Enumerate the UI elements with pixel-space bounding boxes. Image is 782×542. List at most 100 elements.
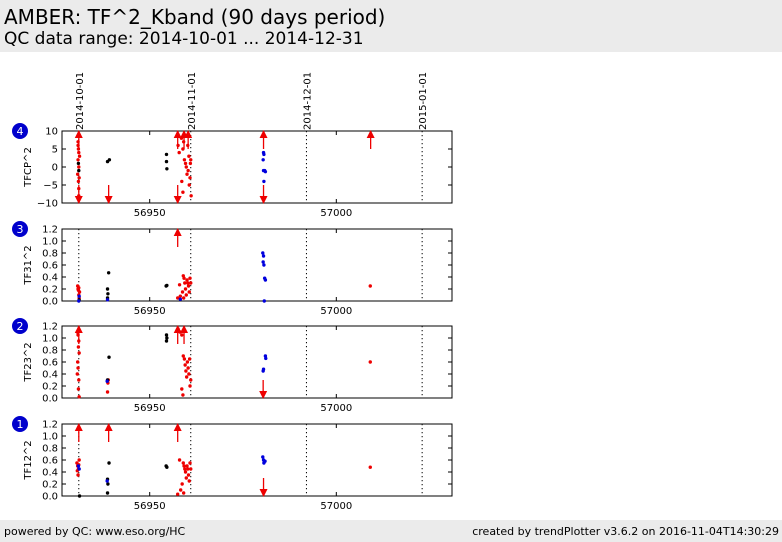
data-point <box>188 161 193 166</box>
data-point <box>261 158 265 162</box>
outlier-arrow-up <box>173 130 182 138</box>
data-point <box>105 491 110 495</box>
data-point <box>76 473 80 477</box>
outlier-arrow-up <box>74 130 83 138</box>
y-tick-label: 0.4 <box>42 273 58 284</box>
data-point <box>181 190 185 194</box>
data-point <box>189 378 193 382</box>
data-point <box>264 356 268 361</box>
outlier-arrow-up <box>74 423 83 431</box>
data-point <box>181 461 185 465</box>
panel-badge-circle <box>12 318 28 334</box>
y-axis-label: TF31^2 <box>23 245 34 285</box>
data-point <box>182 276 186 280</box>
panel-frame <box>61 228 453 302</box>
outlier-arrow-down <box>104 196 113 204</box>
data-point <box>183 363 187 367</box>
data-point <box>180 179 184 184</box>
data-point <box>178 488 183 492</box>
x-tick-label: 57000 <box>320 501 352 512</box>
data-point <box>105 390 110 394</box>
footer-bar: powered by QC: www.eso.org/HC created by… <box>0 520 782 542</box>
data-point <box>183 287 188 291</box>
data-point <box>186 467 190 471</box>
date-marker-label: 2014-10-01 <box>75 72 86 130</box>
data-point <box>77 176 81 180</box>
panel-frame <box>61 423 453 497</box>
panel-badge-number: 2 <box>17 320 24 333</box>
data-point <box>77 154 82 158</box>
y-tick-label: −10 <box>37 199 58 210</box>
data-point <box>261 260 265 264</box>
date-marker-label: 2015-01-01 <box>418 72 429 130</box>
data-point <box>75 172 80 176</box>
data-point <box>187 154 191 158</box>
data-point <box>107 461 111 465</box>
data-point <box>185 464 189 468</box>
y-tick-label: 0.6 <box>42 358 58 369</box>
y-tick-label: 1.2 <box>42 420 58 431</box>
outlier-arrow-up <box>366 130 375 138</box>
data-point <box>261 369 265 373</box>
outlier-arrow-down <box>259 489 268 497</box>
header-bar: AMBER: TF^2_Kband (90 days period) QC da… <box>0 0 782 52</box>
y-tick-label: 1.0 <box>42 237 58 248</box>
y-tick-label: 0.6 <box>42 261 58 272</box>
y-tick-label: 0.2 <box>42 382 58 393</box>
data-point <box>77 165 81 169</box>
data-point <box>262 179 266 184</box>
page-subtitle: QC data range: 2014-10-01 ... 2014-12-31 <box>4 29 364 49</box>
data-point <box>106 482 110 486</box>
y-tick-label: 1.2 <box>42 322 58 333</box>
panel-badge-number: 3 <box>17 223 24 236</box>
data-point <box>107 355 111 359</box>
outlier-arrow-up <box>173 228 182 236</box>
x-tick-label: 57000 <box>320 403 352 414</box>
x-tick-label: 56950 <box>134 208 166 219</box>
data-point <box>77 168 81 173</box>
data-point <box>180 290 185 294</box>
data-point <box>263 169 268 174</box>
panel-badge-circle <box>12 416 28 432</box>
data-point <box>184 293 188 297</box>
data-point <box>76 288 81 292</box>
data-point <box>105 479 109 483</box>
data-point <box>77 494 82 498</box>
data-point <box>182 464 186 468</box>
y-tick-label: 0.2 <box>42 480 58 491</box>
y-tick-label: 1.0 <box>42 432 58 443</box>
data-point <box>184 165 188 169</box>
y-tick-label: 5 <box>52 145 58 156</box>
data-point <box>105 287 110 291</box>
data-point <box>76 464 81 468</box>
data-point <box>180 387 184 391</box>
data-point <box>189 467 193 471</box>
x-tick-label: 57000 <box>320 208 352 219</box>
footer-credit: powered by QC: www.eso.org/HC <box>4 525 186 538</box>
y-tick-label: 1.0 <box>42 334 58 345</box>
data-point <box>75 372 80 376</box>
data-point <box>182 158 187 162</box>
data-point <box>181 491 186 495</box>
data-point <box>77 467 81 471</box>
y-tick-label: 0.4 <box>42 468 58 479</box>
y-tick-label: 0.0 <box>42 394 58 405</box>
panel-frame <box>61 325 453 399</box>
date-marker-label: 2014-12-01 <box>302 72 313 130</box>
data-point <box>187 183 191 187</box>
data-point <box>165 465 169 469</box>
outlier-arrow-up <box>184 130 193 138</box>
data-point <box>261 254 266 258</box>
data-point <box>188 384 192 388</box>
data-point <box>75 360 80 364</box>
data-point <box>261 455 265 459</box>
data-point <box>177 458 182 462</box>
data-point <box>106 292 110 296</box>
data-point <box>189 194 193 198</box>
y-axis-label: TF12^2 <box>23 440 34 480</box>
data-point <box>164 333 169 337</box>
x-tick-label: 56950 <box>134 403 166 414</box>
outlier-arrow-up <box>104 423 113 431</box>
data-point <box>188 276 192 280</box>
data-point <box>262 263 266 267</box>
